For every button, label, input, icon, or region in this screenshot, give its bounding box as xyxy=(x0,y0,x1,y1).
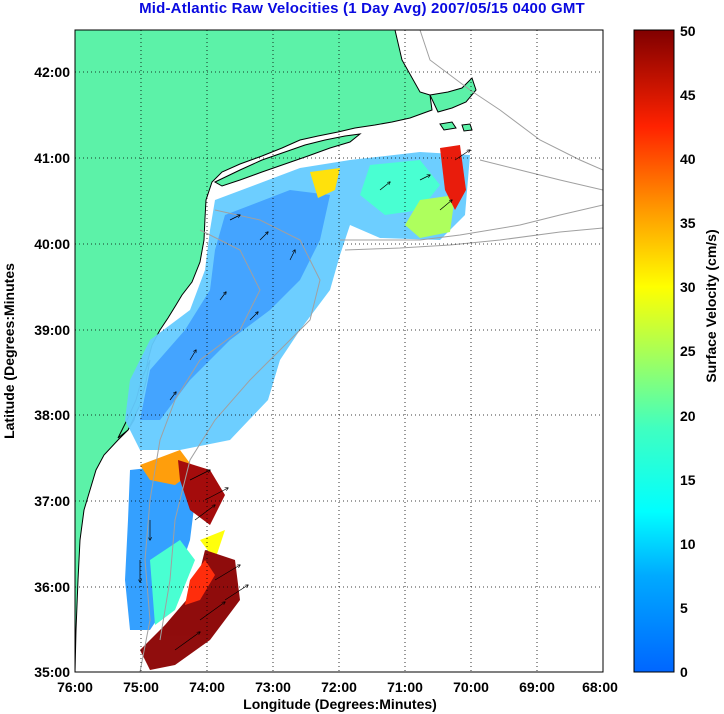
land-long-island xyxy=(213,133,362,187)
x-tick-label: 71:00 xyxy=(387,679,423,695)
colorbar: 0 5 10 15 20 25 30 35 40 45 50 Surface V… xyxy=(633,23,719,680)
velocity-vectors xyxy=(140,150,470,651)
colorbar-tick-label: 20 xyxy=(680,408,696,424)
y-tick-label: 37:00 xyxy=(34,493,70,509)
x-tick-label: 69:00 xyxy=(519,679,555,695)
x-tick-label: 70:00 xyxy=(453,679,489,695)
x-tick-label: 76:00 xyxy=(57,679,93,695)
y-tick-label: 39:00 xyxy=(34,322,70,338)
grid xyxy=(75,30,603,672)
x-tick-label: 75:00 xyxy=(123,679,159,695)
x-tick-label: 73:00 xyxy=(255,679,291,695)
plot-frame xyxy=(74,29,604,673)
colorbar-gradient xyxy=(633,29,675,673)
x-tick-label: 72:00 xyxy=(321,679,357,695)
x-tick-label: 68:00 xyxy=(582,679,618,695)
colorbar-label: Surface Velocity (cm/s) xyxy=(703,229,719,382)
y-tick-label: 41:00 xyxy=(34,150,70,166)
land-mainland xyxy=(75,30,433,672)
y-axis-label: Latitude (Degrees:Minutes xyxy=(1,263,17,439)
y-tick-label: 40:00 xyxy=(34,236,70,252)
colorbar-tick-label: 35 xyxy=(680,215,696,231)
map-title: Mid-Atlantic Raw Velocities (1 Day Avg) … xyxy=(139,0,585,17)
colorbar-tick-label: 40 xyxy=(680,151,696,167)
colorbar-tick-label: 25 xyxy=(680,343,696,359)
colorbar-tick-label: 15 xyxy=(680,472,696,488)
colorbar-tick-label: 0 xyxy=(680,664,688,680)
y-axis: 42:00 41:00 40:00 39:00 38:00 37:00 36:0… xyxy=(1,64,70,680)
colorbar-tick-label: 5 xyxy=(680,600,688,616)
y-tick-label: 35:00 xyxy=(34,664,70,680)
y-tick-label: 42:00 xyxy=(34,64,70,80)
x-axis: 76:00 75:00 74:00 73:00 72:00 71:00 70:0… xyxy=(57,679,618,712)
colorbar-tick-label: 30 xyxy=(680,279,696,295)
colorbar-tick-label: 45 xyxy=(680,87,696,103)
x-tick-label: 74:00 xyxy=(189,679,225,695)
x-axis-label: Longitude (Degrees:Minutes) xyxy=(243,696,437,712)
land-islands xyxy=(439,121,473,132)
y-tick-label: 38:00 xyxy=(34,407,70,423)
colorbar-tick-label: 50 xyxy=(680,23,696,39)
bathymetry-contours xyxy=(139,30,603,672)
colorbar-tick-label: 10 xyxy=(680,536,696,552)
y-tick-label: 36:00 xyxy=(34,579,70,595)
